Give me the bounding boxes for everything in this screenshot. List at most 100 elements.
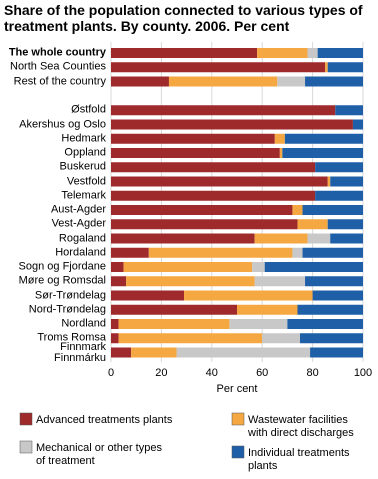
y-tick-label: Finnmark Finnmárku bbox=[54, 340, 106, 364]
bar-segment bbox=[277, 76, 306, 87]
bar-segment bbox=[111, 276, 127, 287]
y-tick-label: Rest of the country bbox=[13, 75, 106, 87]
bar-segment bbox=[168, 76, 278, 87]
bar-segment bbox=[302, 205, 363, 215]
y-tick-label: The whole country bbox=[8, 46, 106, 59]
bar-segment bbox=[111, 247, 149, 258]
bar-segment bbox=[287, 319, 363, 329]
bar-segment bbox=[111, 176, 328, 187]
bar-segment bbox=[315, 190, 363, 201]
bar-segment bbox=[327, 176, 331, 187]
y-tick-label: Rogaland bbox=[58, 232, 106, 244]
bar-segment bbox=[327, 62, 363, 73]
y-tick-label: Aust-Agder bbox=[50, 203, 106, 216]
y-tick-label: Akershus og Oslo bbox=[19, 118, 106, 130]
chart-title: Share of the population connected to var… bbox=[4, 2, 363, 34]
bar-segment bbox=[111, 319, 119, 329]
bar-segment bbox=[335, 105, 363, 116]
y-tick-label: Hedmark bbox=[61, 132, 106, 145]
bar-segment bbox=[274, 133, 285, 144]
bar-segment bbox=[111, 119, 353, 130]
bar-segment bbox=[307, 233, 331, 244]
bar-segment bbox=[262, 333, 300, 344]
bar-segment bbox=[148, 247, 293, 258]
bar-segment bbox=[302, 247, 363, 258]
bar-segment bbox=[264, 262, 363, 272]
y-tick-label: Troms Romsa bbox=[37, 331, 106, 344]
bar-segment bbox=[284, 133, 363, 144]
bar-segment bbox=[176, 347, 311, 358]
bar-segment bbox=[118, 333, 263, 344]
bar-segment bbox=[111, 48, 258, 58]
bar-segment bbox=[282, 148, 363, 158]
bar-segment bbox=[111, 347, 132, 358]
bar-segment bbox=[237, 304, 298, 315]
y-tick-label: Telemark bbox=[61, 189, 106, 202]
bar-segment bbox=[279, 148, 283, 158]
bar-segment bbox=[292, 205, 303, 215]
bar-segment bbox=[111, 290, 185, 301]
bar-segment bbox=[297, 304, 363, 315]
bar-segment bbox=[123, 262, 253, 272]
y-tick-label: Møre og Romsdal bbox=[18, 274, 106, 287]
bar-segment bbox=[330, 233, 363, 244]
bar-segment bbox=[305, 76, 363, 87]
bar-segment bbox=[111, 233, 255, 244]
y-tick-label: Sør-Trøndelag bbox=[34, 289, 106, 301]
bar-segment bbox=[111, 62, 326, 73]
bar-segment bbox=[118, 319, 230, 329]
y-tick-label: Vest-Agder bbox=[51, 217, 106, 230]
bar-segment bbox=[312, 290, 363, 301]
y-tick-label: Nord-Trøndelag bbox=[28, 303, 106, 316]
legend-label: Mechanical or other types of treatment bbox=[36, 442, 162, 467]
bar-segment bbox=[257, 48, 308, 58]
bar-segment bbox=[317, 48, 363, 58]
y-tick-label: Nordland bbox=[61, 317, 106, 330]
bar-segment bbox=[307, 48, 318, 58]
y-tick-label: Oppland bbox=[64, 146, 106, 159]
bar-segment bbox=[111, 304, 237, 315]
y-tick-label: Sogn og Fjordane bbox=[18, 260, 106, 273]
x-tick-label: 0 bbox=[108, 367, 114, 379]
bar-segment bbox=[111, 190, 316, 201]
legend-swatch bbox=[19, 412, 33, 426]
legend-swatch bbox=[19, 440, 33, 454]
bar-segment bbox=[184, 290, 313, 301]
x-axis-label: Per cent bbox=[217, 383, 258, 395]
legend-swatch bbox=[231, 445, 245, 459]
bar-segment bbox=[126, 276, 255, 287]
y-tick-label: Østfold bbox=[71, 103, 106, 116]
y-tick-label: Vestfold bbox=[66, 175, 106, 187]
bar-segment bbox=[325, 62, 328, 73]
legend-label: Wastewater facilities with direct discha… bbox=[248, 414, 354, 439]
x-tick-label: 80 bbox=[306, 367, 318, 379]
bar-segment bbox=[252, 262, 265, 272]
bar-segment bbox=[305, 276, 363, 287]
x-tick-label: 40 bbox=[206, 367, 218, 379]
bar-segment bbox=[111, 219, 298, 230]
bar-segment bbox=[254, 233, 308, 244]
bar-segment bbox=[315, 162, 363, 173]
bar-segment bbox=[254, 276, 306, 287]
bar-segment bbox=[111, 133, 275, 144]
legend-swatch bbox=[231, 412, 245, 426]
bar-segment bbox=[131, 347, 177, 358]
bar-segment bbox=[327, 219, 363, 230]
bar-segment bbox=[330, 176, 363, 187]
bar-segment bbox=[297, 219, 328, 230]
bar-segment bbox=[111, 105, 336, 116]
bar-segment bbox=[111, 205, 293, 215]
y-tick-label: Buskerud bbox=[59, 160, 106, 173]
bar-segment bbox=[229, 319, 288, 329]
bar-segment bbox=[292, 247, 303, 258]
legend-label: Advanced treatments plants bbox=[36, 414, 173, 426]
x-tick-label: 100 bbox=[354, 367, 372, 379]
bar-segment bbox=[111, 148, 280, 158]
x-tick-label: 60 bbox=[256, 367, 268, 379]
bar-segment bbox=[300, 333, 363, 344]
bar-segment bbox=[111, 162, 316, 173]
bar-segment bbox=[352, 119, 363, 130]
bar-segment bbox=[111, 333, 119, 344]
